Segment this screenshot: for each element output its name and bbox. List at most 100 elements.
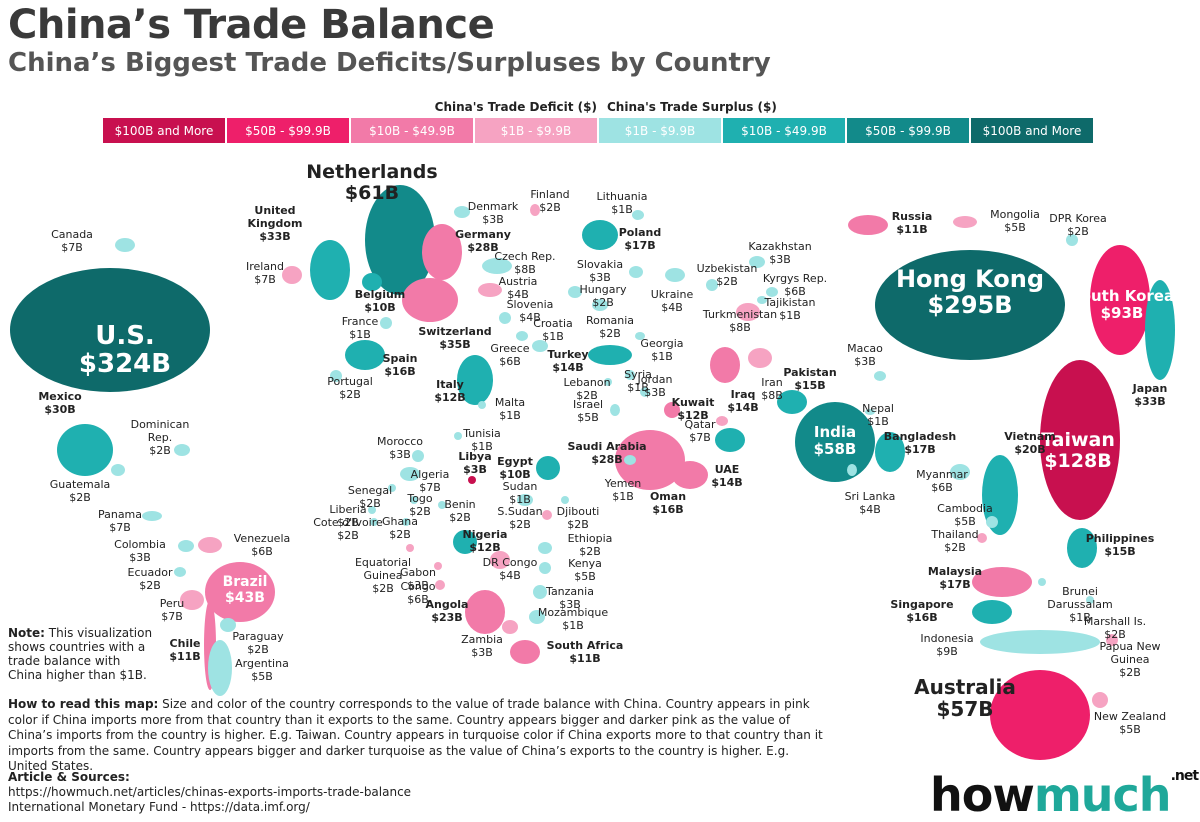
country-name: Yemen	[604, 477, 642, 490]
country-value: $4B	[519, 311, 541, 324]
country-label: Syria $1B	[596, 368, 680, 394]
country-shape	[282, 266, 302, 284]
country-shape	[57, 424, 113, 476]
country-value: $6B	[251, 545, 273, 558]
country-shape	[990, 670, 1090, 760]
country-shape	[536, 456, 560, 480]
country-name: Angola	[425, 598, 469, 611]
country-label: Zambia $3B	[440, 633, 524, 659]
country-name: Papua New Guinea	[1099, 640, 1161, 666]
country-shape	[875, 432, 905, 472]
country-label: Iraq $14B	[701, 388, 785, 414]
country-label: Taiwan $128B	[998, 430, 1158, 472]
country-value: $295B	[927, 291, 1013, 319]
country-value: $15B	[794, 379, 826, 392]
country-value: $61B	[344, 182, 400, 204]
country-label: Hungary $2B	[561, 283, 645, 309]
country-value: $4B	[499, 569, 521, 582]
country-name: Paraguay	[232, 630, 284, 643]
country-name: South Africa	[546, 639, 624, 652]
country-shape	[592, 299, 608, 311]
country-name: Nigeria	[462, 528, 508, 541]
country-name: Gabon	[400, 566, 436, 579]
country-shape	[529, 610, 545, 624]
country-shape	[561, 496, 569, 504]
country-label: Lebanon $2B	[545, 376, 629, 402]
country-shape	[310, 240, 350, 300]
country-label: Djibouti $2B	[536, 505, 620, 531]
country-name: Morocco	[376, 435, 424, 448]
country-shape	[953, 216, 977, 228]
country-name: Jordan	[637, 373, 673, 386]
country-value: $2B	[576, 389, 598, 402]
subtitle: China’s Biggest Trade Deficits/Surpluses…	[8, 48, 771, 78]
country-name: Germany	[455, 228, 511, 241]
country-label: Tanzania $3B	[528, 585, 612, 611]
country-value: $2B	[539, 201, 561, 214]
country-label: Kuwait $12B	[651, 396, 735, 422]
country-shape	[538, 542, 552, 554]
country-shape	[388, 484, 396, 492]
country-name: Russia	[891, 210, 933, 223]
country-name: Thailand	[931, 528, 979, 541]
country-shape	[615, 430, 685, 490]
country-label: South Korea $93B	[1042, 288, 1200, 322]
country-shape	[402, 278, 458, 322]
country-value: $2B	[1104, 628, 1126, 641]
country-label: Congo $6B	[376, 580, 460, 606]
country-name: Egypt	[497, 455, 533, 468]
country-label: Sri Lanka $4B	[828, 490, 912, 516]
country-label: Oman $16B	[626, 490, 710, 516]
country-value: $6B	[784, 285, 806, 298]
country-label: U.S. $324B	[45, 322, 205, 378]
country-label: Jordan $3B	[613, 373, 697, 399]
country-name: Vietnam	[1004, 430, 1056, 443]
country-shape	[468, 476, 476, 484]
country-shape	[635, 332, 645, 340]
country-value: $2B	[337, 516, 359, 529]
country-value: $14B	[552, 361, 584, 374]
country-shape	[874, 371, 886, 381]
country-label: Slovakia $3B	[558, 258, 642, 284]
country-value: $2B	[599, 327, 621, 340]
country-value: $1B	[542, 330, 564, 343]
country-label: Papua New Guinea $2B	[1088, 640, 1172, 679]
country-label: Romania $2B	[568, 314, 652, 340]
country-name: Panama	[97, 508, 143, 521]
country-shape	[453, 530, 477, 554]
country-shape	[1038, 578, 1046, 586]
country-label: Liberia $2B	[306, 503, 390, 529]
country-label: Russia $11B	[870, 210, 954, 236]
country-label: Spain $16B	[358, 352, 442, 378]
country-shape	[710, 347, 740, 383]
country-name: Equatorial Guinea	[354, 556, 412, 582]
country-value: $8B	[729, 321, 751, 334]
country-label: Nepal $1B	[836, 402, 920, 428]
country-name: Qatar	[684, 418, 716, 431]
country-label: S.Sudan $2B	[478, 505, 562, 531]
country-label: Peru $7B	[130, 597, 214, 623]
logo: howmuch.net	[930, 768, 1199, 822]
country-shape	[115, 238, 135, 252]
country-value: $12B	[677, 409, 709, 422]
country-value: $28B	[467, 241, 499, 254]
country-label: Qatar $7B	[658, 418, 742, 444]
legend-item: $100B and More	[103, 118, 225, 143]
country-shape	[706, 279, 718, 291]
country-name: Spain	[382, 352, 418, 365]
country-shape	[950, 464, 970, 480]
country-name: Cote d'Ivoire	[313, 516, 383, 529]
country-shape	[777, 390, 807, 414]
country-value: $3B	[559, 598, 581, 611]
country-value: $2B	[449, 511, 471, 524]
country-name: Iran	[761, 376, 783, 389]
country-value: $4B	[859, 503, 881, 516]
country-shape	[370, 518, 378, 526]
country-shape	[610, 404, 620, 416]
country-label: Ukraine $4B	[630, 288, 714, 314]
country-value: $128B	[1044, 450, 1112, 472]
country-value: $2B	[592, 296, 614, 309]
country-name: Greece	[490, 342, 530, 355]
country-label: Cote d'Ivoire $2B	[306, 516, 390, 542]
country-name: Croatia	[533, 317, 573, 330]
